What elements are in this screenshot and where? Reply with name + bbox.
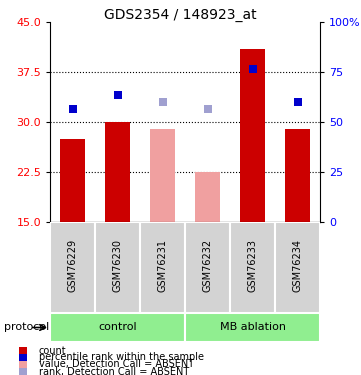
Text: GSM76234: GSM76234	[292, 239, 303, 292]
Text: protocol: protocol	[4, 322, 49, 333]
Bar	[140, 222, 185, 313]
Bar	[275, 222, 320, 313]
Text: GDS2354 / 148923_at: GDS2354 / 148923_at	[104, 8, 257, 22]
Point	[20, 354, 26, 360]
Point	[20, 348, 26, 354]
Text: GSM76230: GSM76230	[113, 239, 122, 292]
Text: control: control	[98, 322, 137, 333]
Text: count: count	[39, 345, 66, 355]
Text: value, Detection Call = ABSENT: value, Detection Call = ABSENT	[39, 360, 194, 369]
Point	[20, 369, 26, 375]
Bar	[95, 222, 140, 313]
Bar	[50, 313, 185, 342]
Point	[70, 106, 75, 112]
Point	[160, 99, 165, 105]
Text: GSM76232: GSM76232	[203, 239, 213, 292]
Text: percentile rank within the sample: percentile rank within the sample	[39, 352, 204, 363]
Bar	[230, 222, 275, 313]
Bar	[185, 313, 320, 342]
Text: GSM76231: GSM76231	[157, 239, 168, 292]
Bar	[150, 129, 175, 222]
Text: rank, Detection Call = ABSENT: rank, Detection Call = ABSENT	[39, 366, 189, 375]
Bar	[185, 222, 230, 313]
Point	[249, 66, 255, 72]
Bar	[240, 49, 265, 222]
Point	[295, 99, 300, 105]
Bar	[285, 129, 310, 222]
Point	[205, 106, 210, 112]
Point	[114, 92, 120, 98]
Point	[20, 362, 26, 368]
Text: GSM76233: GSM76233	[248, 239, 257, 292]
Bar	[50, 222, 95, 313]
Text: GSM76229: GSM76229	[68, 239, 78, 292]
Text: MB ablation: MB ablation	[219, 322, 286, 333]
Bar	[60, 139, 85, 222]
Bar	[195, 172, 220, 222]
Bar	[105, 122, 130, 222]
